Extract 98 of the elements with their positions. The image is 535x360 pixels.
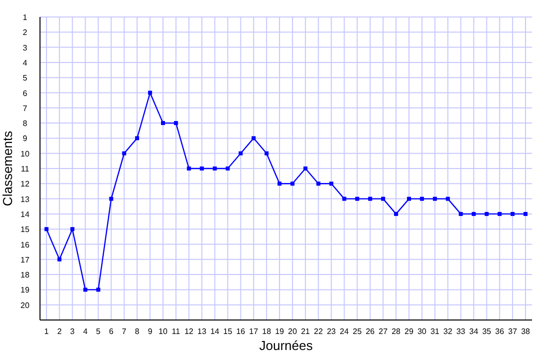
point	[83, 288, 88, 292]
x-tick-label: 17	[249, 327, 259, 336]
point	[135, 136, 140, 140]
x-tick-label: 22	[314, 327, 324, 336]
y-tick-label: 9	[22, 134, 28, 144]
point	[394, 212, 398, 216]
point	[432, 196, 437, 201]
x-tick-label: 3	[70, 327, 76, 336]
x-tick-label: 32	[443, 327, 453, 336]
x-tick-label: 18	[262, 327, 272, 336]
point	[484, 212, 489, 216]
y-tick-label: 11	[20, 164, 30, 174]
point	[342, 196, 346, 201]
point	[290, 182, 294, 186]
point	[200, 166, 204, 170]
x-tick-label: 21	[300, 327, 310, 336]
x-tick-label: 19	[275, 327, 285, 336]
point	[303, 166, 308, 170]
y-tick-label: 16	[20, 240, 30, 250]
y-tick-label: 5	[22, 74, 28, 83]
point	[420, 196, 424, 201]
y-tick-label: 17	[20, 255, 30, 264]
y-tick-label: 15	[20, 225, 30, 234]
x-tick-label: 6	[108, 327, 114, 336]
y-tick-label: 4	[22, 58, 28, 68]
x-tick-label: 5	[96, 327, 102, 336]
y-tick-label: 7	[22, 104, 28, 113]
point	[174, 121, 178, 126]
point	[407, 196, 411, 201]
point	[122, 151, 126, 156]
x-tick-label: 9	[148, 327, 153, 336]
x-tick-label: 31	[430, 327, 440, 336]
x-tick-label: 33	[456, 327, 466, 336]
y-tick-label: 3	[22, 43, 28, 52]
x-tick-label: 12	[184, 327, 194, 336]
y-tick-label: 13	[20, 194, 30, 204]
x-tick-label: 28	[392, 327, 402, 336]
point	[458, 212, 463, 216]
x-tick-label: 27	[378, 327, 388, 336]
x-tick-label: 16	[236, 327, 246, 336]
x-tick-label: 24	[340, 327, 350, 336]
point	[44, 227, 48, 232]
point	[70, 227, 74, 232]
point	[161, 121, 165, 126]
x-tick-label: 26	[366, 327, 376, 336]
y-tick-label: 2	[22, 28, 28, 38]
point	[381, 196, 386, 201]
x-tick-label: 25	[352, 327, 362, 336]
point	[148, 90, 152, 95]
y-tick-label: 12	[20, 180, 30, 189]
x-tick-label: 36	[495, 327, 505, 336]
x-tick-label: 14	[210, 327, 220, 336]
y-tick-label: 18	[20, 270, 30, 280]
point	[368, 196, 372, 201]
x-tick-label: 37	[508, 327, 518, 336]
point	[329, 182, 334, 186]
x-tick-label: 30	[417, 327, 427, 336]
y-tick-label: 8	[22, 119, 28, 128]
y-axis-title: Classements	[0, 130, 15, 206]
x-tick-label: 4	[83, 327, 88, 336]
x-tick-label: 13	[197, 327, 207, 336]
x-tick-label: 20	[288, 327, 298, 336]
y-tick-label: 19	[20, 286, 30, 295]
y-tick-label: 6	[22, 88, 28, 98]
point	[109, 196, 114, 201]
y-tick-label: 14	[20, 210, 30, 219]
x-tick-label: 7	[122, 327, 127, 336]
point	[524, 212, 528, 216]
x-tick-label: 2	[57, 327, 62, 336]
point	[355, 196, 360, 201]
x-tick-label: 8	[134, 327, 140, 336]
point	[510, 212, 515, 216]
point	[57, 257, 62, 262]
point	[238, 151, 243, 156]
x-axis-title: Journées	[259, 338, 314, 353]
x-tick-label: 38	[521, 327, 531, 336]
x-tick-label: 1	[44, 327, 50, 336]
point	[278, 182, 282, 186]
x-tick-label: 15	[223, 327, 233, 336]
point	[212, 166, 217, 170]
point	[186, 166, 191, 170]
x-tick-label: 34	[469, 327, 479, 336]
point	[446, 196, 450, 201]
x-tick-label: 23	[326, 327, 336, 336]
point	[96, 288, 100, 292]
y-tick-label: 20	[20, 300, 30, 310]
y-tick-label: 10	[20, 149, 30, 158]
x-tick-label: 29	[404, 327, 414, 336]
point	[316, 182, 320, 186]
x-tick-label: 11	[172, 327, 181, 336]
point	[472, 212, 476, 216]
x-tick-label: 10	[158, 327, 168, 336]
x-tick-label: 35	[482, 327, 492, 336]
y-tick-label: 1	[22, 13, 28, 22]
point	[252, 136, 256, 140]
point	[264, 151, 269, 156]
point	[226, 166, 230, 170]
point	[498, 212, 502, 216]
